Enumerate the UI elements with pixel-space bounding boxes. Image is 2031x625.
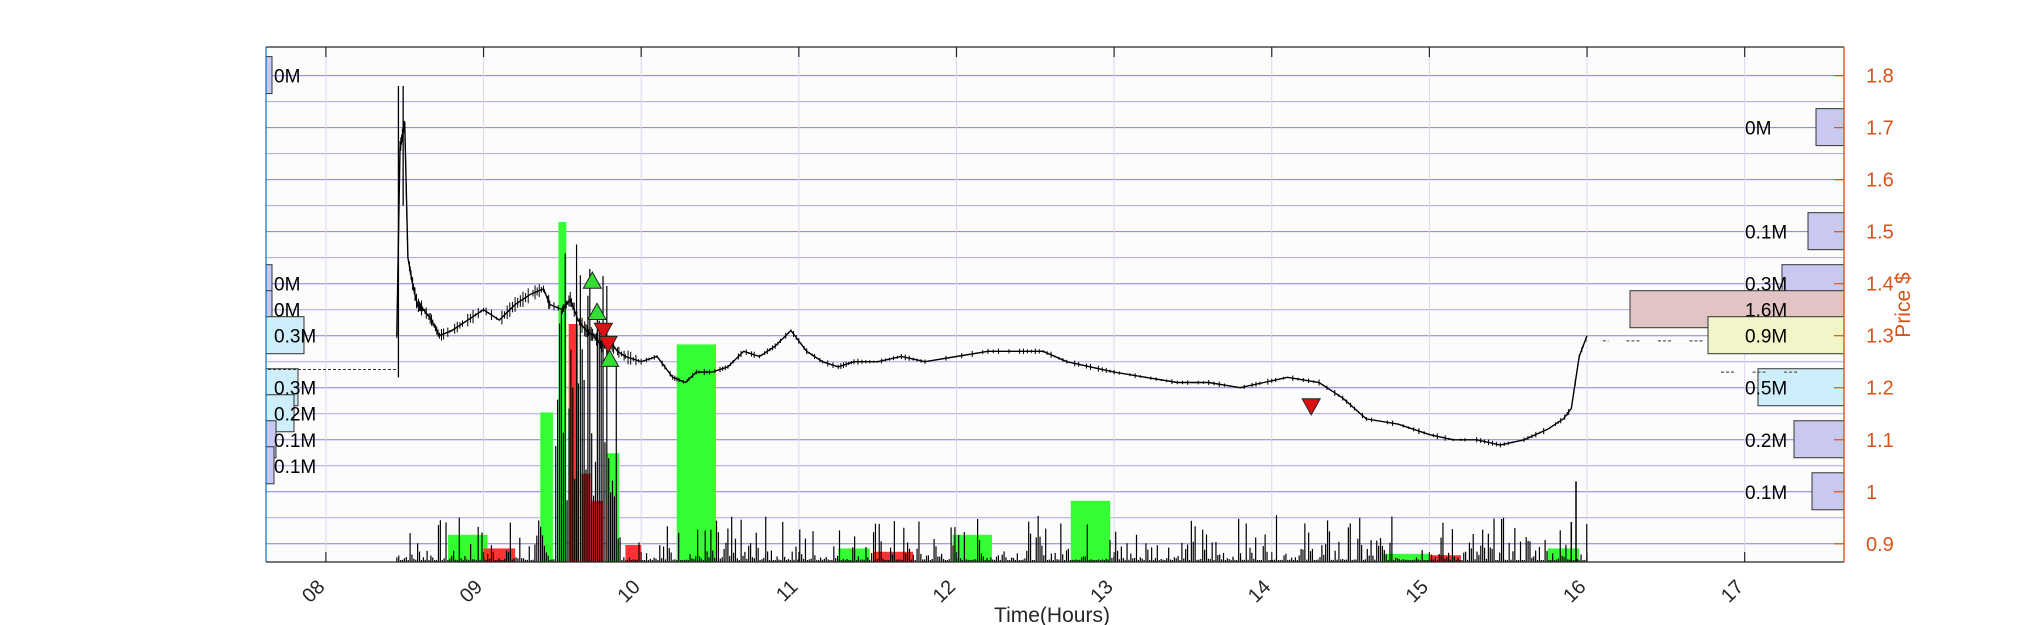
volume-bar-buy bbox=[448, 534, 488, 562]
y-tick-label: 1.4 bbox=[1866, 274, 1894, 296]
x-tick-label: 14 bbox=[1244, 576, 1275, 607]
grid-lines bbox=[266, 47, 1844, 562]
volume-profile-left-label: 0.2M bbox=[274, 405, 316, 426]
volume-profile-right-label: 0M bbox=[1745, 119, 1771, 140]
y-tick-label: 1.2 bbox=[1866, 378, 1894, 400]
y-tick-label: 1.3 bbox=[1866, 326, 1894, 348]
x-tick-label: 16 bbox=[1559, 576, 1590, 607]
volume-profile-left-bar bbox=[265, 56, 273, 95]
volume-bar-buy bbox=[1070, 500, 1111, 562]
volume-profile-right-bar bbox=[1707, 316, 1845, 355]
y-tick-label: 1 bbox=[1866, 482, 1877, 504]
buy-marker bbox=[587, 302, 607, 321]
volume-bar-buy bbox=[558, 222, 567, 562]
volume-profile-left-bar bbox=[265, 446, 275, 485]
volume-profile-right-bar bbox=[1757, 368, 1845, 407]
sell-marker bbox=[598, 335, 618, 354]
volume-profile-right-label: 0.1M bbox=[1745, 483, 1787, 504]
x-tick-label: 12 bbox=[929, 576, 960, 607]
volume-bar-sell bbox=[568, 324, 579, 562]
volume-profile-left-label: 0.1M bbox=[274, 431, 316, 452]
y-tick-label: 1.8 bbox=[1866, 66, 1894, 88]
x-tick-label: 10 bbox=[613, 576, 644, 607]
y-tick-label: 1.5 bbox=[1866, 222, 1894, 244]
trade-markers bbox=[582, 271, 1322, 416]
volume-profile-right-label: 0.9M bbox=[1745, 327, 1787, 348]
x-axis-title: Time(Hours) bbox=[994, 604, 1110, 625]
x-tick-label: 08 bbox=[298, 576, 329, 607]
volume-profile-left-label: 0M bbox=[274, 67, 300, 88]
volume-bar-buy bbox=[540, 412, 553, 562]
buy-marker bbox=[599, 349, 620, 367]
volume-profile-right-label: 0.2M bbox=[1745, 431, 1787, 452]
volume-bar-buy bbox=[676, 344, 717, 562]
y-tick-label: 1.1 bbox=[1866, 430, 1894, 452]
sell-marker bbox=[1301, 398, 1322, 416]
volume-profile-left-label: 0.1M bbox=[274, 457, 316, 478]
axes bbox=[265, 46, 1845, 563]
volume-bar-sell bbox=[1429, 555, 1461, 562]
volume-profile-left-label: 0.3M bbox=[274, 327, 316, 348]
x-tick-label: 17 bbox=[1717, 576, 1748, 607]
x-tick-label: 13 bbox=[1086, 576, 1117, 607]
volume-profile-left-label: 0M bbox=[274, 275, 300, 296]
x-tick-label: 09 bbox=[456, 576, 487, 607]
x-tick-labels: 08 09 10 11 12 13 14 15 16 17 bbox=[298, 576, 1748, 607]
volume-profile-right-label: 0.5M bbox=[1745, 379, 1787, 400]
y-tick-labels: 0.9 1 1.1 1.2 1.3 1.4 1.5 1.6 1.7 1.8 bbox=[1866, 66, 1894, 556]
volume-bar-sell bbox=[873, 551, 914, 562]
volume-bar-buy bbox=[1382, 553, 1430, 562]
x-tick-label: 15 bbox=[1402, 576, 1433, 607]
volume-bar-buy bbox=[838, 548, 870, 562]
price-series bbox=[268, 86, 1798, 448]
volume-profile-right-label: 0.1M bbox=[1745, 223, 1787, 244]
y-tick-label: 1.6 bbox=[1866, 170, 1894, 192]
buy-marker bbox=[582, 271, 603, 289]
sell-marker bbox=[593, 322, 614, 341]
x-tick-label: 11 bbox=[772, 576, 802, 606]
y-tick-label: 0.9 bbox=[1866, 534, 1894, 556]
y-tick-label: 1.7 bbox=[1866, 118, 1894, 140]
y-axis-title: Price $ bbox=[1892, 272, 1915, 338]
plot-background bbox=[266, 47, 1844, 562]
